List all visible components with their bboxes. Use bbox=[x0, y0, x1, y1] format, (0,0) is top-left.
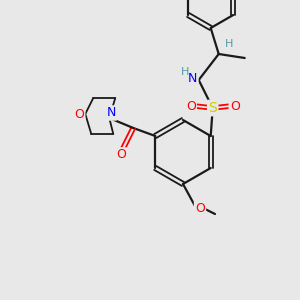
Text: H: H bbox=[224, 39, 233, 49]
Text: N: N bbox=[188, 71, 197, 85]
Text: O: O bbox=[230, 100, 240, 112]
Text: N: N bbox=[106, 106, 116, 119]
Text: H: H bbox=[181, 67, 189, 77]
Text: O: O bbox=[74, 107, 84, 121]
Text: O: O bbox=[116, 148, 126, 161]
Text: O: O bbox=[186, 100, 196, 112]
Text: O: O bbox=[195, 202, 205, 214]
Text: S: S bbox=[208, 101, 217, 115]
